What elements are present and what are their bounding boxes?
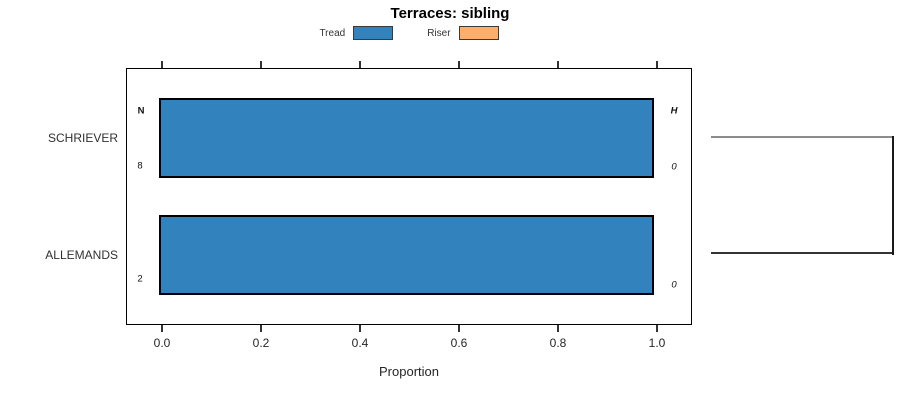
x-tick-label: 0.0 (153, 336, 171, 350)
legend-label-riser: Riser (427, 27, 451, 39)
x-tick-top (161, 61, 163, 68)
legend-label-tread: Tread (319, 27, 346, 39)
n-value-allemands: 2 (137, 273, 143, 285)
h-value-allemands: 0 (671, 279, 677, 291)
riser-color-swatch (458, 26, 499, 40)
x-tick-top (557, 61, 559, 68)
tread-color-swatch (353, 26, 394, 40)
x-tick-top (260, 61, 262, 68)
category-label-allemands: ALLEMANDS (45, 248, 118, 262)
h-value-schriever: 0 (671, 161, 677, 173)
x-tick-bottom (458, 325, 460, 332)
x-tick-bottom (359, 325, 361, 332)
x-tick-label: 0.4 (351, 336, 369, 350)
x-tick-bottom (161, 325, 163, 332)
x-tick-label: 0.8 (549, 336, 567, 350)
category-label-schriever: SCHRIEVER (47, 131, 118, 145)
n-column-header: N (137, 105, 145, 117)
dendrogram-branch-top (711, 136, 892, 138)
legend-item-tread: Tread (319, 26, 394, 40)
n-value-schriever: 8 (137, 160, 143, 172)
dendrogram-connector (892, 136, 894, 255)
chart-title: Terraces: sibling (390, 5, 510, 22)
legend: Tread Riser (126, 24, 692, 42)
x-tick-top (656, 61, 658, 68)
h-column-header: H (670, 105, 678, 117)
x-tick-top (359, 61, 361, 68)
tread-bar-schriever (159, 98, 654, 178)
legend-item-riser: Riser (427, 26, 499, 40)
x-tick-label: 0.6 (450, 336, 468, 350)
x-axis-title: Proportion (379, 364, 439, 379)
dendrogram-branch-bottom (711, 252, 892, 254)
x-tick-bottom (557, 325, 559, 332)
x-tick-label: 1.0 (648, 336, 666, 350)
x-tick-label: 0.2 (252, 336, 270, 350)
x-tick-bottom (656, 325, 658, 332)
tread-bar-allemands (159, 215, 654, 295)
x-tick-bottom (260, 325, 262, 332)
x-tick-top (458, 61, 460, 68)
